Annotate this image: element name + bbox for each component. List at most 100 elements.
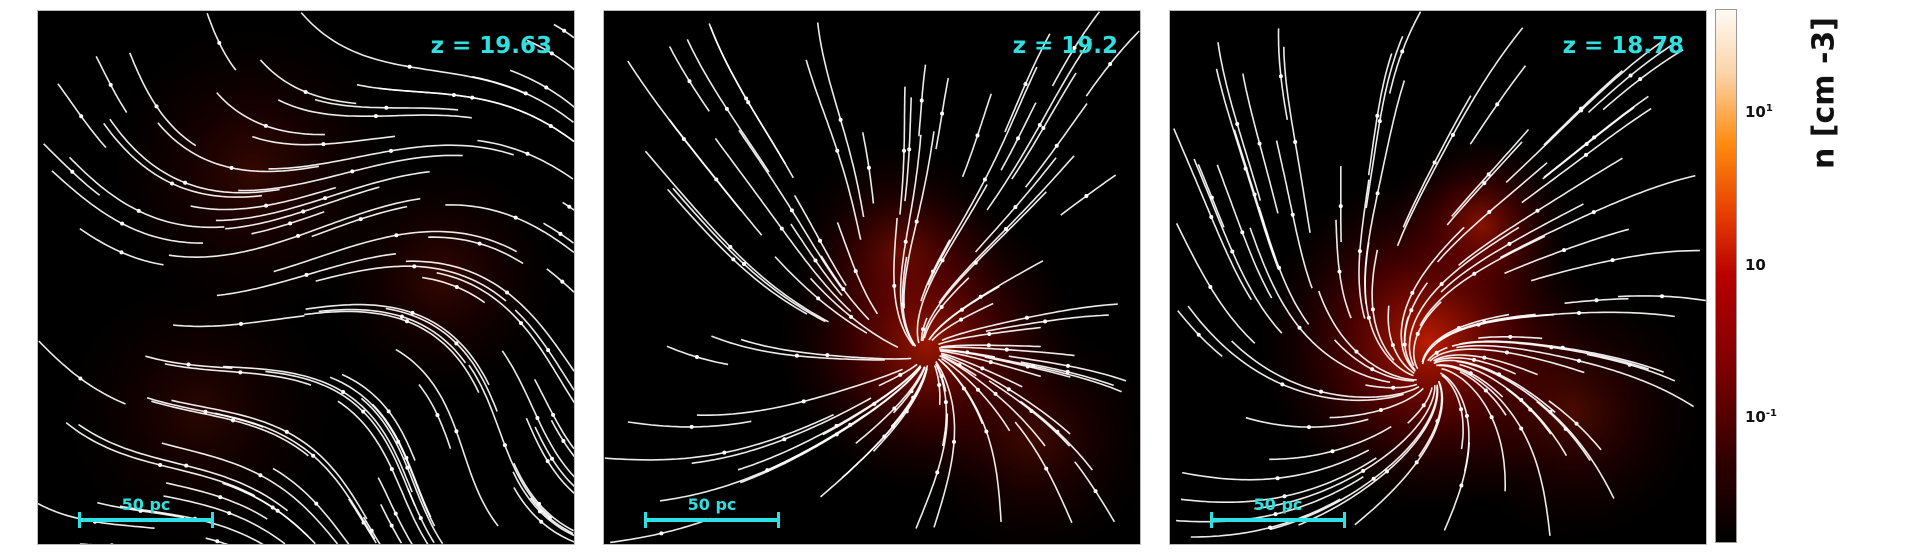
streamline-arrow bbox=[1472, 271, 1477, 276]
streamline-arrow bbox=[1066, 363, 1071, 368]
streamline-arrow bbox=[937, 382, 942, 387]
streamline-arrow bbox=[980, 366, 985, 371]
colorbar-label: n [cm -3] bbox=[1806, 16, 1842, 169]
streamline-arrow bbox=[1482, 355, 1487, 360]
streamline-arrow bbox=[1293, 139, 1298, 144]
streamline-arrow bbox=[659, 531, 664, 536]
streamline-arrow bbox=[834, 423, 839, 428]
streamline-arrow bbox=[227, 511, 232, 516]
streamline-arrow bbox=[513, 215, 518, 220]
streamline-arrow bbox=[470, 95, 475, 100]
streamline-arrow bbox=[853, 269, 858, 274]
scale-bar-line bbox=[78, 512, 214, 528]
streamline-arrow bbox=[361, 409, 366, 414]
streamline-arrow bbox=[1594, 298, 1599, 303]
streamline-arrow bbox=[405, 465, 410, 470]
streamline bbox=[311, 205, 408, 238]
streamline-arrow bbox=[816, 296, 821, 301]
streamline-arrow bbox=[284, 429, 289, 434]
streamline-arrow bbox=[454, 285, 459, 290]
streamline-arrow bbox=[1410, 290, 1415, 295]
streamline-arrow bbox=[1439, 282, 1444, 287]
streamline-arrow bbox=[1415, 331, 1420, 336]
streamline-arrow bbox=[361, 520, 366, 525]
streamline-arrow bbox=[1483, 388, 1488, 393]
streamline-arrow bbox=[1591, 210, 1596, 215]
streamline-arrow bbox=[1610, 258, 1615, 263]
streamline-arrow bbox=[215, 539, 220, 544]
streamline-arrow bbox=[939, 304, 944, 309]
streamline bbox=[509, 69, 574, 108]
streamline bbox=[805, 59, 862, 240]
panel-2: z = 19.2 50 pc bbox=[603, 10, 1141, 545]
streamline-arrow bbox=[263, 123, 268, 128]
streamline-arrow bbox=[323, 196, 328, 201]
streamline-arrow bbox=[231, 418, 236, 423]
streamline bbox=[1060, 174, 1117, 216]
streamline-arrow bbox=[561, 439, 566, 444]
streamline-arrow bbox=[454, 341, 459, 346]
streamline-arrow bbox=[973, 260, 978, 265]
streamline-arrow bbox=[746, 100, 751, 105]
streamline-arrow bbox=[1378, 408, 1383, 413]
streamline bbox=[513, 487, 574, 543]
streamline bbox=[1019, 400, 1094, 471]
streamline-arrow bbox=[1456, 325, 1461, 330]
streamline-arrow bbox=[410, 310, 415, 315]
streamline-arrow bbox=[108, 82, 113, 87]
streamline-arrow bbox=[550, 456, 555, 461]
streamline-arrow bbox=[1257, 141, 1262, 146]
streamline-arrow bbox=[907, 147, 912, 152]
streamline-arrow bbox=[1354, 349, 1359, 354]
streamline-arrow bbox=[186, 362, 191, 367]
streamline-arrow bbox=[900, 302, 905, 307]
streamline-arrow bbox=[825, 353, 830, 358]
streamline-arrow bbox=[70, 169, 75, 174]
streamline bbox=[472, 75, 574, 124]
streamline-arrow bbox=[1638, 77, 1643, 82]
streamline bbox=[525, 417, 574, 495]
streamline bbox=[543, 222, 574, 244]
streamline bbox=[215, 170, 430, 222]
streamline bbox=[1434, 356, 1516, 375]
streamline-arrow bbox=[835, 148, 840, 153]
streamline-arrow bbox=[1402, 342, 1407, 347]
streamline-arrow bbox=[1468, 371, 1473, 376]
streamline bbox=[1283, 46, 1311, 233]
streamline-arrow bbox=[975, 133, 980, 138]
streamline-arrow bbox=[1243, 166, 1248, 171]
streamline-arrow bbox=[1450, 132, 1455, 137]
streamline-arrow bbox=[1280, 382, 1285, 387]
scale-bar-line bbox=[644, 512, 780, 528]
streamline-arrow bbox=[303, 89, 308, 94]
streamline-arrow bbox=[311, 453, 316, 458]
colorbar-tick: 10 bbox=[1745, 256, 1766, 274]
streamline-arrow bbox=[1273, 512, 1278, 517]
streamline bbox=[714, 137, 852, 312]
streamline bbox=[1542, 106, 1635, 180]
streamline-arrow bbox=[136, 208, 141, 213]
streamline-arrow bbox=[551, 412, 556, 417]
streamline-arrow bbox=[407, 64, 412, 69]
streamline-arrow bbox=[921, 327, 926, 332]
streamline-arrow bbox=[987, 331, 992, 336]
streamline-arrow bbox=[158, 463, 163, 468]
streamline-arrow bbox=[1497, 372, 1502, 377]
streamline bbox=[1436, 162, 1548, 263]
streamline-arrow bbox=[965, 350, 970, 355]
streamline bbox=[923, 277, 970, 339]
streamline-arrow bbox=[1357, 249, 1362, 254]
streamline-arrow bbox=[993, 391, 998, 396]
streamline-arrow bbox=[1025, 364, 1030, 369]
streamline bbox=[1245, 416, 1369, 428]
streamline bbox=[1329, 387, 1424, 419]
streamline-arrow bbox=[1307, 425, 1312, 430]
streamline bbox=[604, 413, 834, 461]
streamline bbox=[318, 308, 467, 364]
streamline-arrow bbox=[866, 165, 871, 170]
streamline-arrow bbox=[789, 208, 794, 213]
streamline-arrow bbox=[537, 501, 542, 506]
streamline-arrow bbox=[389, 148, 394, 153]
streamline bbox=[893, 217, 915, 347]
streamline-arrow bbox=[567, 204, 572, 209]
